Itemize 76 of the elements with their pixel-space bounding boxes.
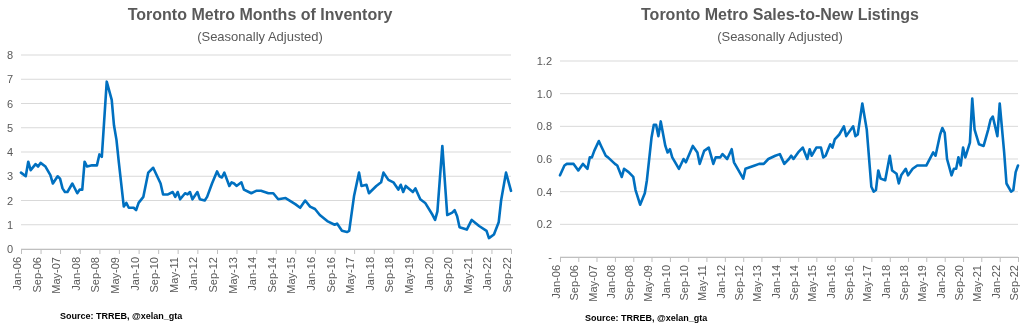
x-tick-label: Jan-12 <box>714 265 727 299</box>
x-tick-label: May-17 <box>861 265 874 302</box>
x-tick-label: May-13 <box>751 265 764 302</box>
x-tick-label: Jan-22 <box>989 265 1002 299</box>
x-tick-label: Sep-22 <box>501 257 514 293</box>
y-tick-label: 1.0 <box>536 87 552 100</box>
x-tick-label: Sep-06 <box>30 257 43 293</box>
x-tick-label: May-09 <box>641 265 654 302</box>
y-tick-label: 6 <box>6 97 13 110</box>
x-tick-label: Jan-16 <box>824 265 837 299</box>
x-tick-label: May-15 <box>285 257 298 294</box>
x-tick-label: Jan-06 <box>11 257 24 291</box>
x-tick-label: Jan-22 <box>481 257 494 291</box>
y-tick-label: 0.4 <box>536 185 552 198</box>
x-tick-label: Sep-08 <box>623 265 636 301</box>
x-tick-label: Jan-18 <box>363 257 376 291</box>
x-tick-label: May-07 <box>50 257 63 294</box>
y-tick-label: 2 <box>6 194 13 207</box>
y-tick-label: 1.2 <box>536 55 552 68</box>
x-tick-label: May-11 <box>167 257 180 293</box>
x-tick-label: May-07 <box>586 265 599 302</box>
x-tick-label: Sep-16 <box>843 265 856 301</box>
y-tick-label: 0.6 <box>536 153 552 166</box>
x-tick-label: Sep-10 <box>678 265 691 301</box>
x-tick-label: Jan-08 <box>604 265 617 299</box>
y-tick-label: 4 <box>6 146 13 159</box>
x-tick-label: Jan-10 <box>659 265 672 299</box>
x-tick-label: Sep-06 <box>568 265 581 301</box>
x-tick-label: May-19 <box>402 257 415 294</box>
x-tick-label: Jan-16 <box>305 257 317 291</box>
y-tick-label: 5 <box>6 121 13 134</box>
x-tick-label: May-17 <box>344 257 357 294</box>
y-tick-label: 7 <box>6 73 13 86</box>
chart-title: Toronto Metro Months of Inventory <box>127 6 393 23</box>
line-series <box>19 80 513 240</box>
x-tick-label: May-15 <box>806 265 819 302</box>
x-tick-label: Sep-12 <box>207 257 220 293</box>
chart-subtitle: (Seasonally Adjusted) <box>717 29 843 44</box>
x-tick-label: Jan-20 <box>934 265 947 299</box>
x-tick-label: Sep-20 <box>442 257 455 293</box>
x-tick-label: Sep-08 <box>89 257 102 293</box>
y-tick-label: 0.2 <box>536 218 552 231</box>
x-tick-label: May-21 <box>971 265 984 302</box>
x-tick-label: Sep-22 <box>1008 265 1021 301</box>
x-tick-label: Jan-12 <box>187 257 200 291</box>
source-note: Source: TRREB, @xelan_gta <box>585 313 709 323</box>
source-note: Source: TRREB, @xelan_gta <box>60 311 184 321</box>
x-tick-label: Jan-06 <box>550 265 563 299</box>
x-tick-label: May-13 <box>226 257 239 294</box>
y-tick-label: 3 <box>6 170 13 183</box>
y-tick-label: 8 <box>6 49 13 62</box>
x-tick-label: Sep-20 <box>953 265 966 301</box>
x-tick-label: Sep-18 <box>383 257 396 293</box>
x-tick-label: Jan-20 <box>422 257 435 291</box>
y-tick-label: - <box>548 251 553 264</box>
x-tick-label: May-09 <box>108 257 121 294</box>
x-tick-label: Jan-10 <box>128 257 141 291</box>
x-tick-label: May-19 <box>916 265 929 302</box>
x-tick-label: Sep-16 <box>324 257 337 293</box>
y-tick-label: 1 <box>6 218 13 231</box>
x-tick-label: Sep-14 <box>788 265 801 301</box>
x-tick-label: Sep-14 <box>265 257 278 293</box>
x-tick-label: Sep-12 <box>733 265 746 301</box>
x-tick-label: May-21 <box>461 257 474 294</box>
y-tick-label: 0.8 <box>536 120 552 133</box>
x-tick-label: May-11 <box>696 265 709 301</box>
chart-subtitle: (Seasonally Adjusted) <box>197 29 323 44</box>
x-tick-label: Sep-18 <box>898 265 911 301</box>
y-tick-label: 0 <box>6 243 13 256</box>
x-tick-label: Sep-10 <box>148 257 161 293</box>
x-tick-label: Jan-14 <box>769 265 782 299</box>
chart-title: Toronto Metro Sales-to-New Listings <box>641 6 920 23</box>
x-tick-label: Jan-14 <box>246 257 259 291</box>
x-tick-label: Jan-18 <box>879 265 892 299</box>
line-series <box>558 97 1020 207</box>
x-tick-label: Jan-08 <box>69 257 82 291</box>
